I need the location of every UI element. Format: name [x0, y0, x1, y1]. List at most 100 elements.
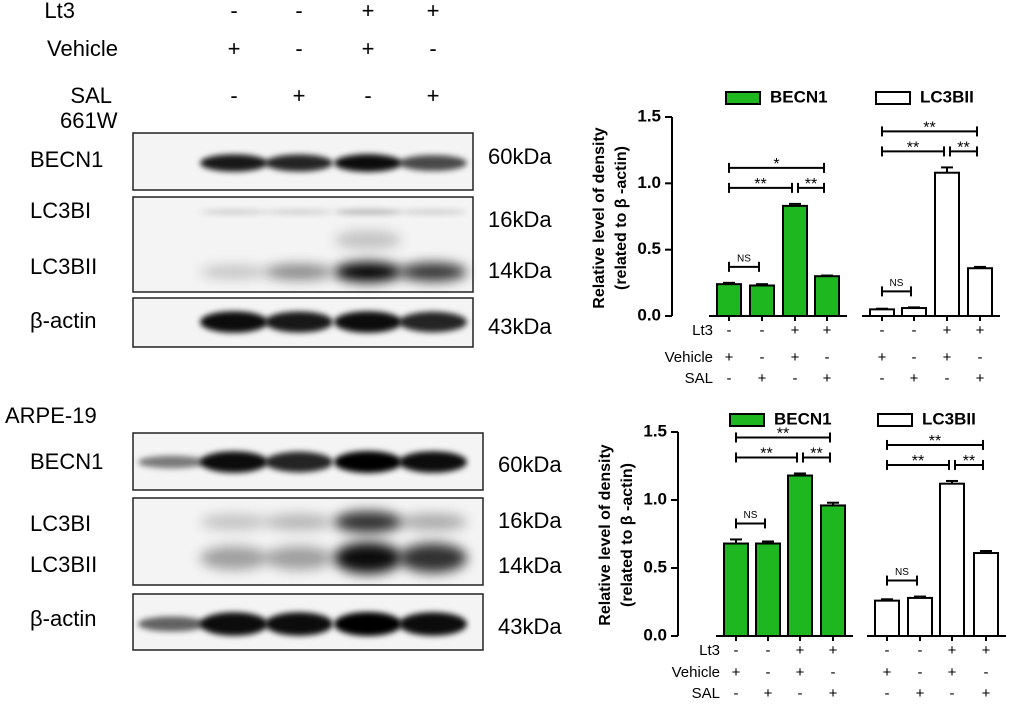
condition-sign: + [725, 349, 734, 366]
significance-bracket: ** [735, 426, 831, 443]
blot-band [334, 510, 402, 534]
condition-label: Vehicle [47, 36, 118, 61]
molecular-weight: 16kDa [498, 508, 562, 533]
significance-bracket: ** [954, 453, 984, 470]
condition-sign: - [912, 322, 917, 339]
bar [814, 275, 840, 318]
protein-label: LC3BI [30, 511, 91, 536]
condition-sign: - [798, 685, 803, 702]
bar [874, 599, 900, 638]
y-axis-label: Relative level of density [591, 127, 608, 309]
condition-sign: - [230, 83, 237, 108]
condition-label: Lt3 [44, 0, 75, 23]
significance-bracket: * [728, 156, 825, 173]
legend-label: BECN1 [774, 409, 832, 428]
significance-bracket: ** [728, 176, 793, 193]
significance-label: ** [805, 176, 817, 193]
significance-label: NS [895, 567, 909, 578]
condition-sign: + [943, 349, 952, 366]
significance-label: * [773, 156, 779, 173]
blot-panel [132, 593, 484, 651]
condition-sign: - [766, 642, 771, 659]
bar [723, 542, 749, 638]
blot-band [265, 154, 333, 172]
protein-label: LC3BII [30, 254, 97, 279]
blot-band [334, 451, 402, 473]
condition-sign: + [228, 36, 241, 61]
condition-sign: + [976, 322, 985, 339]
bar [716, 283, 742, 318]
condition-sign: + [362, 0, 375, 23]
condition-sign: - [950, 685, 955, 702]
blot-band [200, 209, 268, 215]
condition-label: Vehicle [672, 664, 720, 681]
condition-sign: - [230, 0, 237, 23]
y-tick-label: 0.5 [637, 239, 661, 258]
y-tick-label: 1.5 [643, 421, 667, 440]
condition-sign: + [910, 370, 919, 387]
bar [755, 542, 781, 638]
condition-sign: - [364, 83, 371, 108]
blot-band [334, 612, 402, 636]
blot-band [399, 155, 467, 171]
condition-sign: + [982, 685, 991, 702]
legend-swatch [725, 91, 761, 105]
blot-band [399, 311, 467, 333]
legend-label: LC3BII [920, 87, 974, 106]
condition-sign: + [823, 370, 832, 387]
protein-label: LC3BII [30, 552, 97, 577]
legend-label: LC3BII [922, 409, 976, 428]
y-tick-label: 1.5 [637, 106, 661, 125]
blot-band [200, 265, 268, 279]
blot-band [265, 209, 333, 215]
blot-panel [132, 196, 474, 293]
condition-sign: + [362, 36, 375, 61]
condition-sign: + [796, 664, 805, 681]
condition-sign: - [918, 664, 923, 681]
condition-sign: - [912, 349, 917, 366]
condition-sign: + [943, 322, 952, 339]
blot-band [200, 154, 268, 172]
condition-sign: - [831, 664, 836, 681]
molecular-weight: 16kDa [488, 207, 552, 232]
condition-sign: + [732, 664, 741, 681]
blot-band [265, 546, 333, 570]
blot-band [399, 262, 467, 282]
bar [939, 482, 965, 637]
protein-label: β-actin [30, 606, 96, 631]
molecular-weight: 60kDa [498, 452, 562, 477]
condition-sign: - [793, 370, 798, 387]
condition-sign: - [760, 349, 765, 366]
protein-label: LC3BI [30, 198, 91, 223]
condition-sign: + [829, 685, 838, 702]
legend-swatch [729, 413, 765, 427]
significance-bracket: NS [886, 567, 918, 586]
bar [967, 267, 993, 317]
significance-bracket: ** [949, 140, 978, 157]
condition-sign: + [791, 322, 800, 339]
bar [820, 504, 846, 637]
blot-band [334, 542, 402, 574]
condition-sign: + [982, 642, 991, 659]
bar [749, 284, 775, 317]
blot-band [200, 451, 268, 473]
y-tick-label: 0.0 [637, 305, 661, 324]
significance-label: NS [744, 510, 758, 521]
bar [782, 204, 808, 318]
significance-bracket: ** [886, 433, 984, 450]
condition-label: Lt3 [692, 322, 713, 339]
condition-sign: + [916, 685, 925, 702]
significance-bracket: ** [802, 446, 831, 463]
condition-label: SAL [692, 685, 720, 702]
significance-label: NS [890, 278, 904, 289]
molecular-weight: 14kDa [488, 258, 552, 283]
condition-sign: - [885, 685, 890, 702]
significance-label: ** [754, 176, 766, 193]
significance-bracket: NS [881, 278, 912, 297]
significance-label: ** [912, 453, 924, 470]
blot-band [399, 513, 467, 531]
significance-bracket: NS [728, 253, 760, 272]
protein-label: BECN1 [30, 449, 103, 474]
cell-line-label: ARPE-19 [5, 403, 97, 428]
significance-bracket: ** [886, 453, 950, 470]
